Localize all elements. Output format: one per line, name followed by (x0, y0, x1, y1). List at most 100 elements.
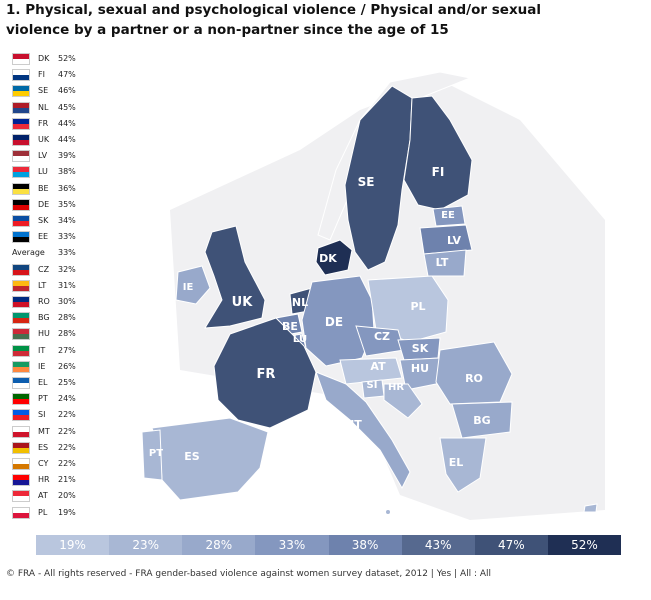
legend-percentage: 52% (58, 54, 76, 63)
legend-country-code: AT (38, 491, 48, 501)
flag-icon (12, 360, 30, 373)
map-label-ro: RO (465, 372, 483, 385)
map-label-hr: HR (388, 382, 404, 393)
flag-icon (12, 85, 30, 98)
legend-percentage: 31% (58, 280, 76, 290)
legend-country-code: LT (38, 280, 47, 290)
legend-percentage: 24% (58, 394, 76, 404)
map-label-si: SI (367, 380, 378, 391)
legend-country-code: ES (38, 442, 49, 452)
legend-percentage: 45% (58, 102, 76, 112)
map-label-be: BE (282, 320, 298, 333)
flag-icon (12, 377, 30, 389)
legend-country-code: Average (12, 248, 45, 258)
flag-icon (12, 53, 30, 65)
scale-step: 33% (255, 535, 329, 555)
country-pt (141, 429, 163, 481)
flag-icon (12, 117, 30, 130)
legend-country-code: DE (38, 199, 50, 209)
map-label-de: DE (325, 315, 343, 329)
flag-icon (12, 279, 30, 292)
legend-percentage: 39% (58, 151, 76, 161)
legend-percentage: 26% (58, 361, 76, 371)
legend-country-code: MT (38, 426, 50, 436)
map-label-ee: EE (441, 210, 455, 221)
legend-country-code: FI (38, 70, 45, 80)
flag-icon (12, 344, 30, 357)
flag-icon (12, 166, 30, 179)
legend-country-code: FR (38, 118, 49, 128)
flag-icon (12, 458, 30, 470)
scale-step: 43% (401, 535, 475, 555)
map-label-uk: UK (232, 295, 254, 310)
country-se (344, 85, 413, 271)
flag-icon (12, 150, 30, 163)
map-label-es: ES (184, 450, 200, 463)
flag-icon (12, 441, 30, 454)
legend-percentage: 35% (58, 199, 76, 209)
flag-icon (12, 296, 30, 308)
map-label-pt: PT (149, 448, 163, 459)
country-at (339, 357, 403, 385)
map-label-bg: BG (473, 414, 490, 427)
map-label-at: AT (370, 360, 386, 373)
legend-country-code: SE (38, 86, 49, 96)
legend-country-code: HR (38, 475, 50, 485)
map-label-hu: HU (411, 362, 429, 375)
flag-icon (12, 182, 30, 195)
flag-icon (12, 409, 30, 422)
legend-percentage: 22% (58, 410, 76, 420)
map-label-dk: DK (319, 252, 337, 265)
map-label-it: IT (350, 418, 362, 431)
legend-percentage: 25% (58, 378, 76, 387)
legend-country-code: EE (38, 232, 49, 242)
scale-step: 28% (182, 535, 256, 555)
flag-icon (12, 474, 30, 487)
country-el (439, 437, 487, 493)
flag-icon (12, 69, 30, 82)
map-label-mt: MT (379, 514, 398, 527)
country-hr (383, 383, 423, 419)
legend-percentage: 22% (58, 442, 76, 452)
legend-country-code: PL (38, 507, 48, 517)
map-label-se: SE (358, 175, 375, 189)
legend-country-code: IT (38, 345, 46, 355)
legend-percentage: 22% (58, 426, 76, 436)
legend-country-code: RO (38, 297, 50, 306)
map-label-cz: CZ (374, 330, 390, 343)
flag-icon (12, 506, 30, 519)
legend-percentage: 44% (58, 135, 76, 144)
country-de (301, 275, 375, 367)
scale-step: 47% (474, 535, 548, 555)
map-label-fi: FI (432, 165, 445, 179)
country-bg (451, 401, 513, 439)
flag-icon (12, 490, 30, 503)
country-lt (423, 249, 467, 277)
scale-step: 23% (109, 535, 183, 555)
legend-percentage: 30% (58, 297, 76, 306)
map-label-lv: LV (447, 234, 461, 247)
legend-country-code: PT (38, 394, 48, 404)
scale-step: 38% (328, 535, 402, 555)
legend-percentage: 38% (58, 167, 76, 177)
country-es (151, 417, 269, 501)
legend-percentage: 44% (58, 118, 76, 128)
country-cy (583, 503, 598, 513)
legend-percentage: 19% (58, 507, 76, 517)
chart-title: 1. Physical, sexual and psychological vi… (6, 2, 541, 38)
map-label-nl: NL (292, 296, 308, 309)
country-ee (432, 205, 466, 227)
scale-step: 19% (36, 535, 110, 555)
legend-percentage: 33% (58, 232, 76, 242)
legend-country-code: CY (38, 459, 49, 468)
legend-percentage: 46% (58, 86, 76, 96)
legend-percentage: 32% (58, 264, 76, 274)
country-lv (419, 224, 473, 255)
legend-country-code: UK (38, 135, 50, 144)
map-label-el: EL (449, 456, 464, 469)
map-label-fr: FR (257, 367, 276, 382)
legend-country-code: SI (38, 410, 46, 420)
flag-icon (12, 328, 30, 341)
legend-percentage: 47% (58, 70, 76, 80)
